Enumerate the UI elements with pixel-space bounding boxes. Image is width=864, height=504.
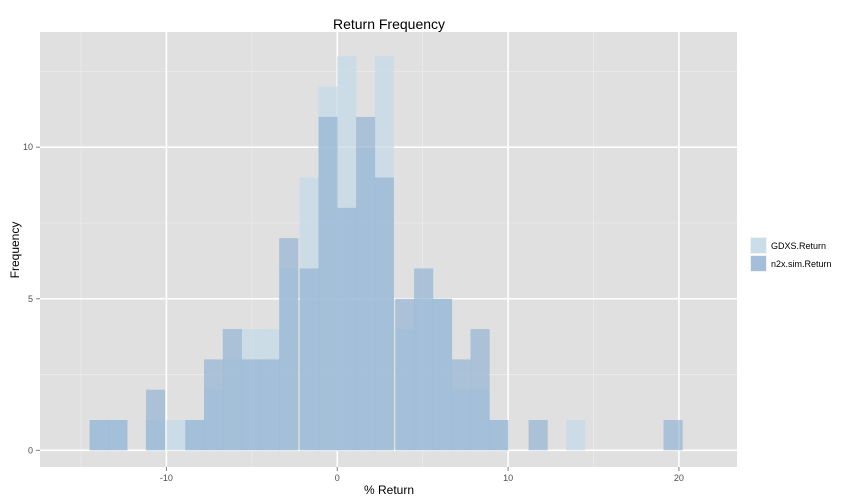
y-axis-title: Frequency	[8, 222, 22, 279]
bars-layer	[89, 56, 683, 451]
legend-swatch	[751, 256, 766, 271]
histogram-bar-n2x	[89, 420, 109, 451]
histogram-bar-n2x	[204, 359, 224, 451]
histogram-bar-n2x	[299, 268, 319, 451]
legend-swatch	[751, 238, 766, 253]
histogram-bar-n2x	[374, 177, 394, 451]
y-tick-label: 5	[28, 294, 33, 304]
x-axis-title: % Return	[364, 483, 414, 497]
histogram-bar-gdxs	[566, 420, 586, 451]
histogram-bar-n2x	[414, 268, 434, 451]
histogram-bar-n2x	[528, 420, 548, 451]
histogram-bar-n2x	[145, 389, 166, 451]
histogram-bar-n2x	[279, 238, 299, 451]
legend: GDXS.Return n2x.sim.Return	[750, 237, 832, 272]
histogram-bar-gdxs	[166, 420, 186, 451]
histogram-bar-n2x	[260, 359, 280, 451]
histogram-bar-n2x	[395, 298, 415, 451]
histogram-bar-n2x	[222, 329, 242, 451]
histogram-bar-n2x	[489, 420, 509, 451]
histogram-bar-n2x	[108, 420, 128, 451]
y-tick-label: 0	[28, 445, 33, 455]
histogram-bar-n2x	[185, 420, 205, 451]
histogram-bar-n2x	[470, 329, 490, 451]
histogram-bar-n2x	[663, 420, 683, 451]
x-tick-label: 20	[674, 473, 684, 483]
legend-label: n2x.sim.Return	[771, 259, 832, 269]
chart-title: Return Frequency	[333, 16, 445, 32]
y-axis: 0 5 10	[23, 142, 40, 455]
x-tick-label: 10	[503, 473, 513, 483]
histogram-bar-n2x	[451, 359, 471, 451]
y-tick-label: 10	[23, 142, 33, 152]
histogram-bar-n2x	[318, 116, 338, 451]
legend-label: GDXS.Return	[771, 241, 826, 251]
histogram-bar-n2x	[432, 298, 453, 451]
histogram-bar-n2x	[356, 116, 376, 451]
histogram-bar-n2x	[241, 359, 261, 451]
x-tick-label: 0	[335, 473, 340, 483]
histogram-bar-n2x	[337, 207, 357, 451]
x-tick-label: -10	[160, 473, 173, 483]
x-axis: -10 0 10 20	[160, 467, 684, 483]
